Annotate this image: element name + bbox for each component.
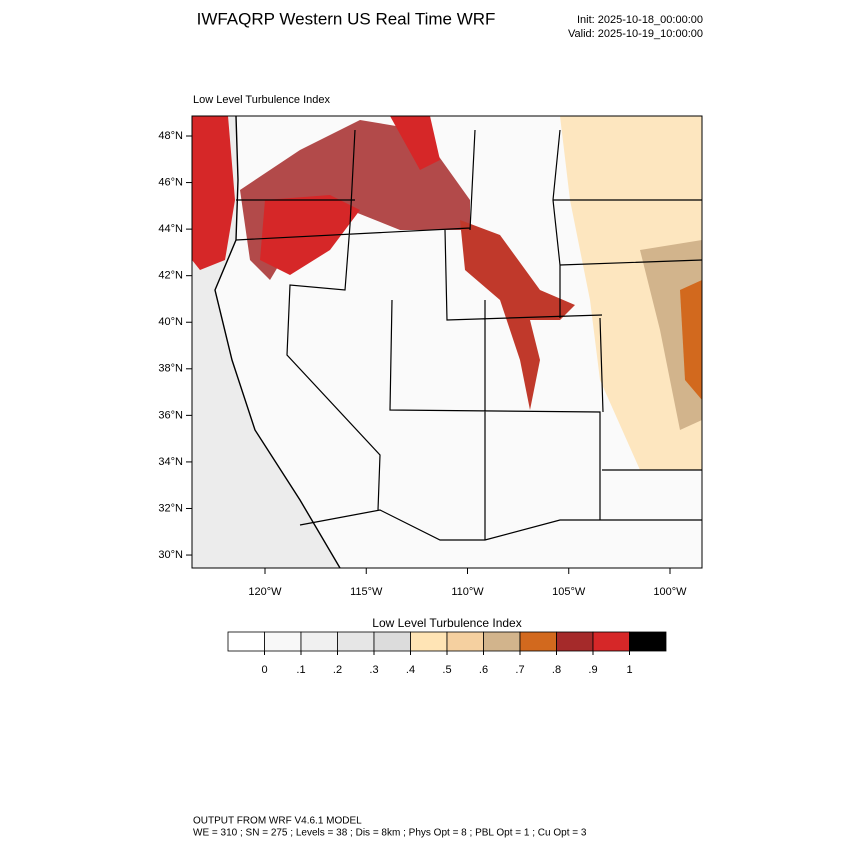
colorbar-box [227, 631, 265, 652]
footer-line: WE = 310 ; SN = 275 ; Levels = 38 ; Dis … [193, 828, 587, 839]
lat-tick-label: 34°N [158, 456, 183, 468]
lat-tick-label: 36°N [158, 409, 183, 421]
colorbar-box [300, 631, 338, 652]
map-field [192, 116, 702, 568]
offshore-red [192, 116, 235, 270]
lon-tick-label: 110°W [451, 586, 484, 598]
colorbar-tick-label: .3 [369, 664, 378, 676]
lat-tick-label: 42°N [158, 270, 183, 282]
colorbar-tick-label: .4 [406, 664, 415, 676]
title: IWFAQRP Western US Real Time WRF [197, 9, 496, 28]
colorbar-tick-label: .8 [552, 664, 561, 676]
footer-line: OUTPUT FROM WRF V4.6.1 MODEL [193, 816, 362, 827]
state-borders [235, 129, 702, 541]
lon-tick-label: 120°W [248, 586, 282, 598]
lon-tick-label: 105°W [552, 586, 586, 598]
lat-tick-label: 38°N [158, 363, 183, 375]
lat-tick-label: 46°N [158, 176, 183, 188]
colorbar-box [446, 631, 484, 652]
lon-tick-label: 115°W [350, 586, 383, 598]
colorbar-box [410, 631, 448, 652]
lat-tick-label: 40°N [158, 316, 183, 328]
lat-tick-label: 44°N [158, 223, 183, 235]
lat-tick-label: 30°N [158, 549, 183, 561]
lon-tick-label: 100°W [653, 586, 687, 598]
colorbar-box [337, 631, 375, 652]
colorbar-tick-label: .9 [588, 664, 597, 676]
oregon-red [260, 195, 360, 275]
colorbar-tick-label: 0 [261, 664, 267, 676]
colorbar-box [264, 631, 302, 652]
colorbar-box [483, 631, 521, 652]
colorbar-tick-label: .2 [333, 664, 342, 676]
colorbar-tick-label: .1 [296, 664, 305, 676]
colorbar-tick-label: .6 [479, 664, 488, 676]
rockies-ridge [460, 220, 575, 410]
colorbar-box [373, 631, 411, 652]
coastline [214, 116, 341, 568]
valid-time: Valid: 2025-10-19_10:00:00 [568, 28, 703, 40]
colorbar-tick-label: .7 [515, 664, 524, 676]
colorbar-box [629, 631, 667, 652]
init-time: Init: 2025-10-18_00:00:00 [577, 14, 703, 26]
colorbar-box [519, 631, 557, 652]
colorbar-tick-label: 1 [626, 664, 632, 676]
plains-orange [680, 280, 702, 400]
colorbar-box [556, 631, 594, 652]
colorbar-title: Low Level Turbulence Index [372, 616, 521, 630]
montana-red [390, 116, 440, 170]
colorbar-tick-label: .5 [442, 664, 451, 676]
lat-tick-label: 48°N [158, 130, 183, 142]
map-frame [191, 115, 703, 569]
map-subtitle: Low Level Turbulence Index [193, 94, 330, 106]
lat-tick-label: 32°N [158, 502, 183, 514]
plains-shading [560, 116, 702, 470]
colorbar-box [592, 631, 630, 652]
